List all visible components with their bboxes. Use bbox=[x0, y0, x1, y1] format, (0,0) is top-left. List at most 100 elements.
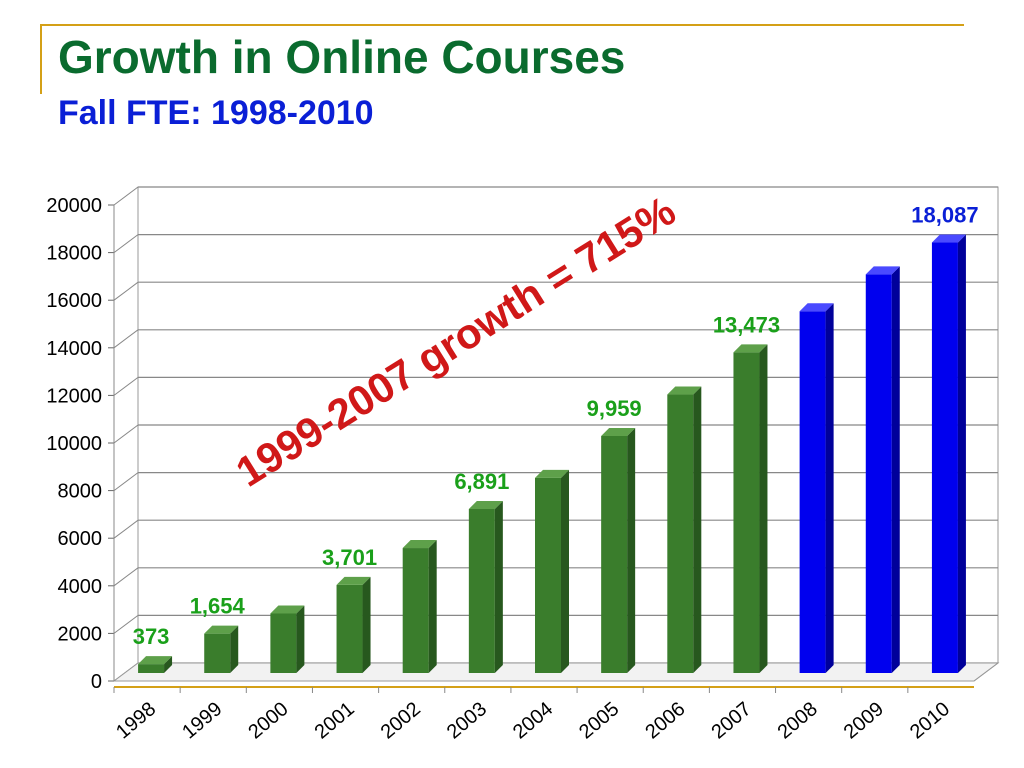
x-category-label: 2006 bbox=[641, 698, 689, 743]
x-category-label: 2007 bbox=[707, 698, 755, 743]
bar-top bbox=[138, 656, 173, 665]
bar-2001 bbox=[336, 576, 371, 673]
bar-2010 bbox=[931, 234, 966, 673]
bar-2003 bbox=[468, 500, 503, 673]
bar-top bbox=[535, 469, 569, 478]
data-label-1999: 1,654 bbox=[190, 594, 246, 619]
data-label-2001: 3,701 bbox=[322, 545, 377, 570]
gridline-diag bbox=[113, 376, 139, 396]
y-tick-label: 18000 bbox=[46, 243, 102, 265]
bar-2004 bbox=[535, 469, 569, 673]
y-tick-label: 10000 bbox=[46, 433, 102, 455]
bar-face bbox=[931, 242, 958, 673]
bar-face bbox=[204, 633, 231, 673]
bar-top bbox=[667, 386, 702, 395]
bar-face bbox=[468, 508, 495, 673]
x-category-label: 2001 bbox=[311, 698, 359, 743]
x-category-label: 1999 bbox=[178, 698, 226, 743]
bar-side bbox=[561, 469, 569, 673]
y-tick-label: 6000 bbox=[58, 528, 103, 550]
bar-top bbox=[402, 540, 437, 549]
bar-top bbox=[733, 344, 768, 353]
bar-side bbox=[825, 303, 834, 673]
bar-face bbox=[865, 274, 892, 673]
bar-2005 bbox=[601, 427, 636, 673]
y-tick-label: 20000 bbox=[46, 195, 102, 217]
data-label-1998: 373 bbox=[133, 624, 170, 649]
bar-side bbox=[891, 266, 900, 673]
y-tick-label: 0 bbox=[91, 671, 102, 693]
x-category-label: 2002 bbox=[377, 698, 425, 743]
x-category-label: 2010 bbox=[906, 698, 954, 743]
x-category-label: 2000 bbox=[244, 698, 292, 743]
bar-face bbox=[270, 613, 297, 673]
bar-2008 bbox=[799, 303, 834, 673]
bar-top bbox=[865, 266, 900, 275]
bar-side bbox=[494, 500, 503, 673]
floor-edge bbox=[973, 662, 999, 682]
bar-face bbox=[799, 311, 826, 673]
bar-face bbox=[535, 477, 561, 673]
frame-top-rule bbox=[40, 24, 964, 26]
bar-top bbox=[468, 500, 503, 509]
bar-2000 bbox=[270, 605, 305, 673]
bar-2007 bbox=[733, 344, 768, 673]
bar-side bbox=[230, 625, 239, 673]
frame-left-rule bbox=[40, 24, 42, 94]
bar-side bbox=[164, 656, 173, 673]
x-category-label: 2003 bbox=[443, 698, 491, 743]
bar-2002 bbox=[402, 540, 437, 673]
y-tick-label: 4000 bbox=[58, 576, 103, 598]
y-tick-label: 16000 bbox=[46, 290, 102, 312]
bar-face bbox=[601, 435, 628, 673]
bar-side bbox=[957, 234, 966, 673]
gridline-diag bbox=[113, 329, 139, 349]
bars bbox=[138, 234, 966, 673]
slide-subtitle: Fall FTE: 1998-2010 bbox=[58, 94, 374, 132]
gridline-diag bbox=[113, 472, 139, 492]
bar-top bbox=[204, 625, 239, 634]
gridline-diag bbox=[113, 281, 139, 301]
y-tick-label: 14000 bbox=[46, 338, 102, 360]
data-label-2003: 6,891 bbox=[454, 469, 509, 494]
bar-face bbox=[667, 394, 694, 673]
bar-2006 bbox=[667, 386, 702, 673]
gridline-diag bbox=[113, 519, 139, 539]
x-category-label: 2009 bbox=[840, 698, 888, 743]
bar-side bbox=[362, 576, 371, 673]
bar-side bbox=[428, 540, 437, 673]
x-category-label: 2004 bbox=[509, 698, 557, 743]
x-category-label: 1998 bbox=[112, 698, 160, 743]
y-tick-label: 8000 bbox=[58, 481, 103, 503]
gridline-diag bbox=[113, 186, 139, 206]
gridline-diag bbox=[113, 567, 139, 587]
data-label-2010: 18,087 bbox=[911, 203, 978, 228]
data-label-2005: 9,959 bbox=[587, 396, 642, 421]
gridline-diag bbox=[113, 615, 139, 634]
bar-face bbox=[733, 352, 760, 673]
bar-face bbox=[336, 584, 363, 673]
y-tick-label: 2000 bbox=[58, 623, 103, 645]
bar-side bbox=[296, 605, 305, 673]
bar-face bbox=[402, 548, 429, 673]
bar-face bbox=[138, 664, 165, 673]
bar-top bbox=[931, 234, 966, 243]
bar-top bbox=[799, 303, 834, 312]
bar-side bbox=[627, 427, 636, 673]
gridline-diag bbox=[113, 234, 139, 254]
bar-side bbox=[759, 344, 768, 673]
bar-top bbox=[336, 576, 371, 585]
bar-1999 bbox=[204, 625, 239, 673]
x-category-label: 2005 bbox=[575, 698, 623, 743]
bar-1998 bbox=[138, 656, 173, 673]
x-category-label: 2008 bbox=[774, 698, 822, 743]
y-tick-label: 12000 bbox=[46, 385, 102, 407]
slide-title: Growth in Online Courses bbox=[58, 31, 626, 83]
bar-top bbox=[601, 427, 636, 436]
data-label-2007: 13,473 bbox=[713, 312, 780, 337]
bar-side bbox=[693, 386, 702, 673]
bar-2009 bbox=[865, 266, 900, 673]
bar-top bbox=[270, 605, 305, 614]
gridline-diag bbox=[113, 424, 139, 444]
